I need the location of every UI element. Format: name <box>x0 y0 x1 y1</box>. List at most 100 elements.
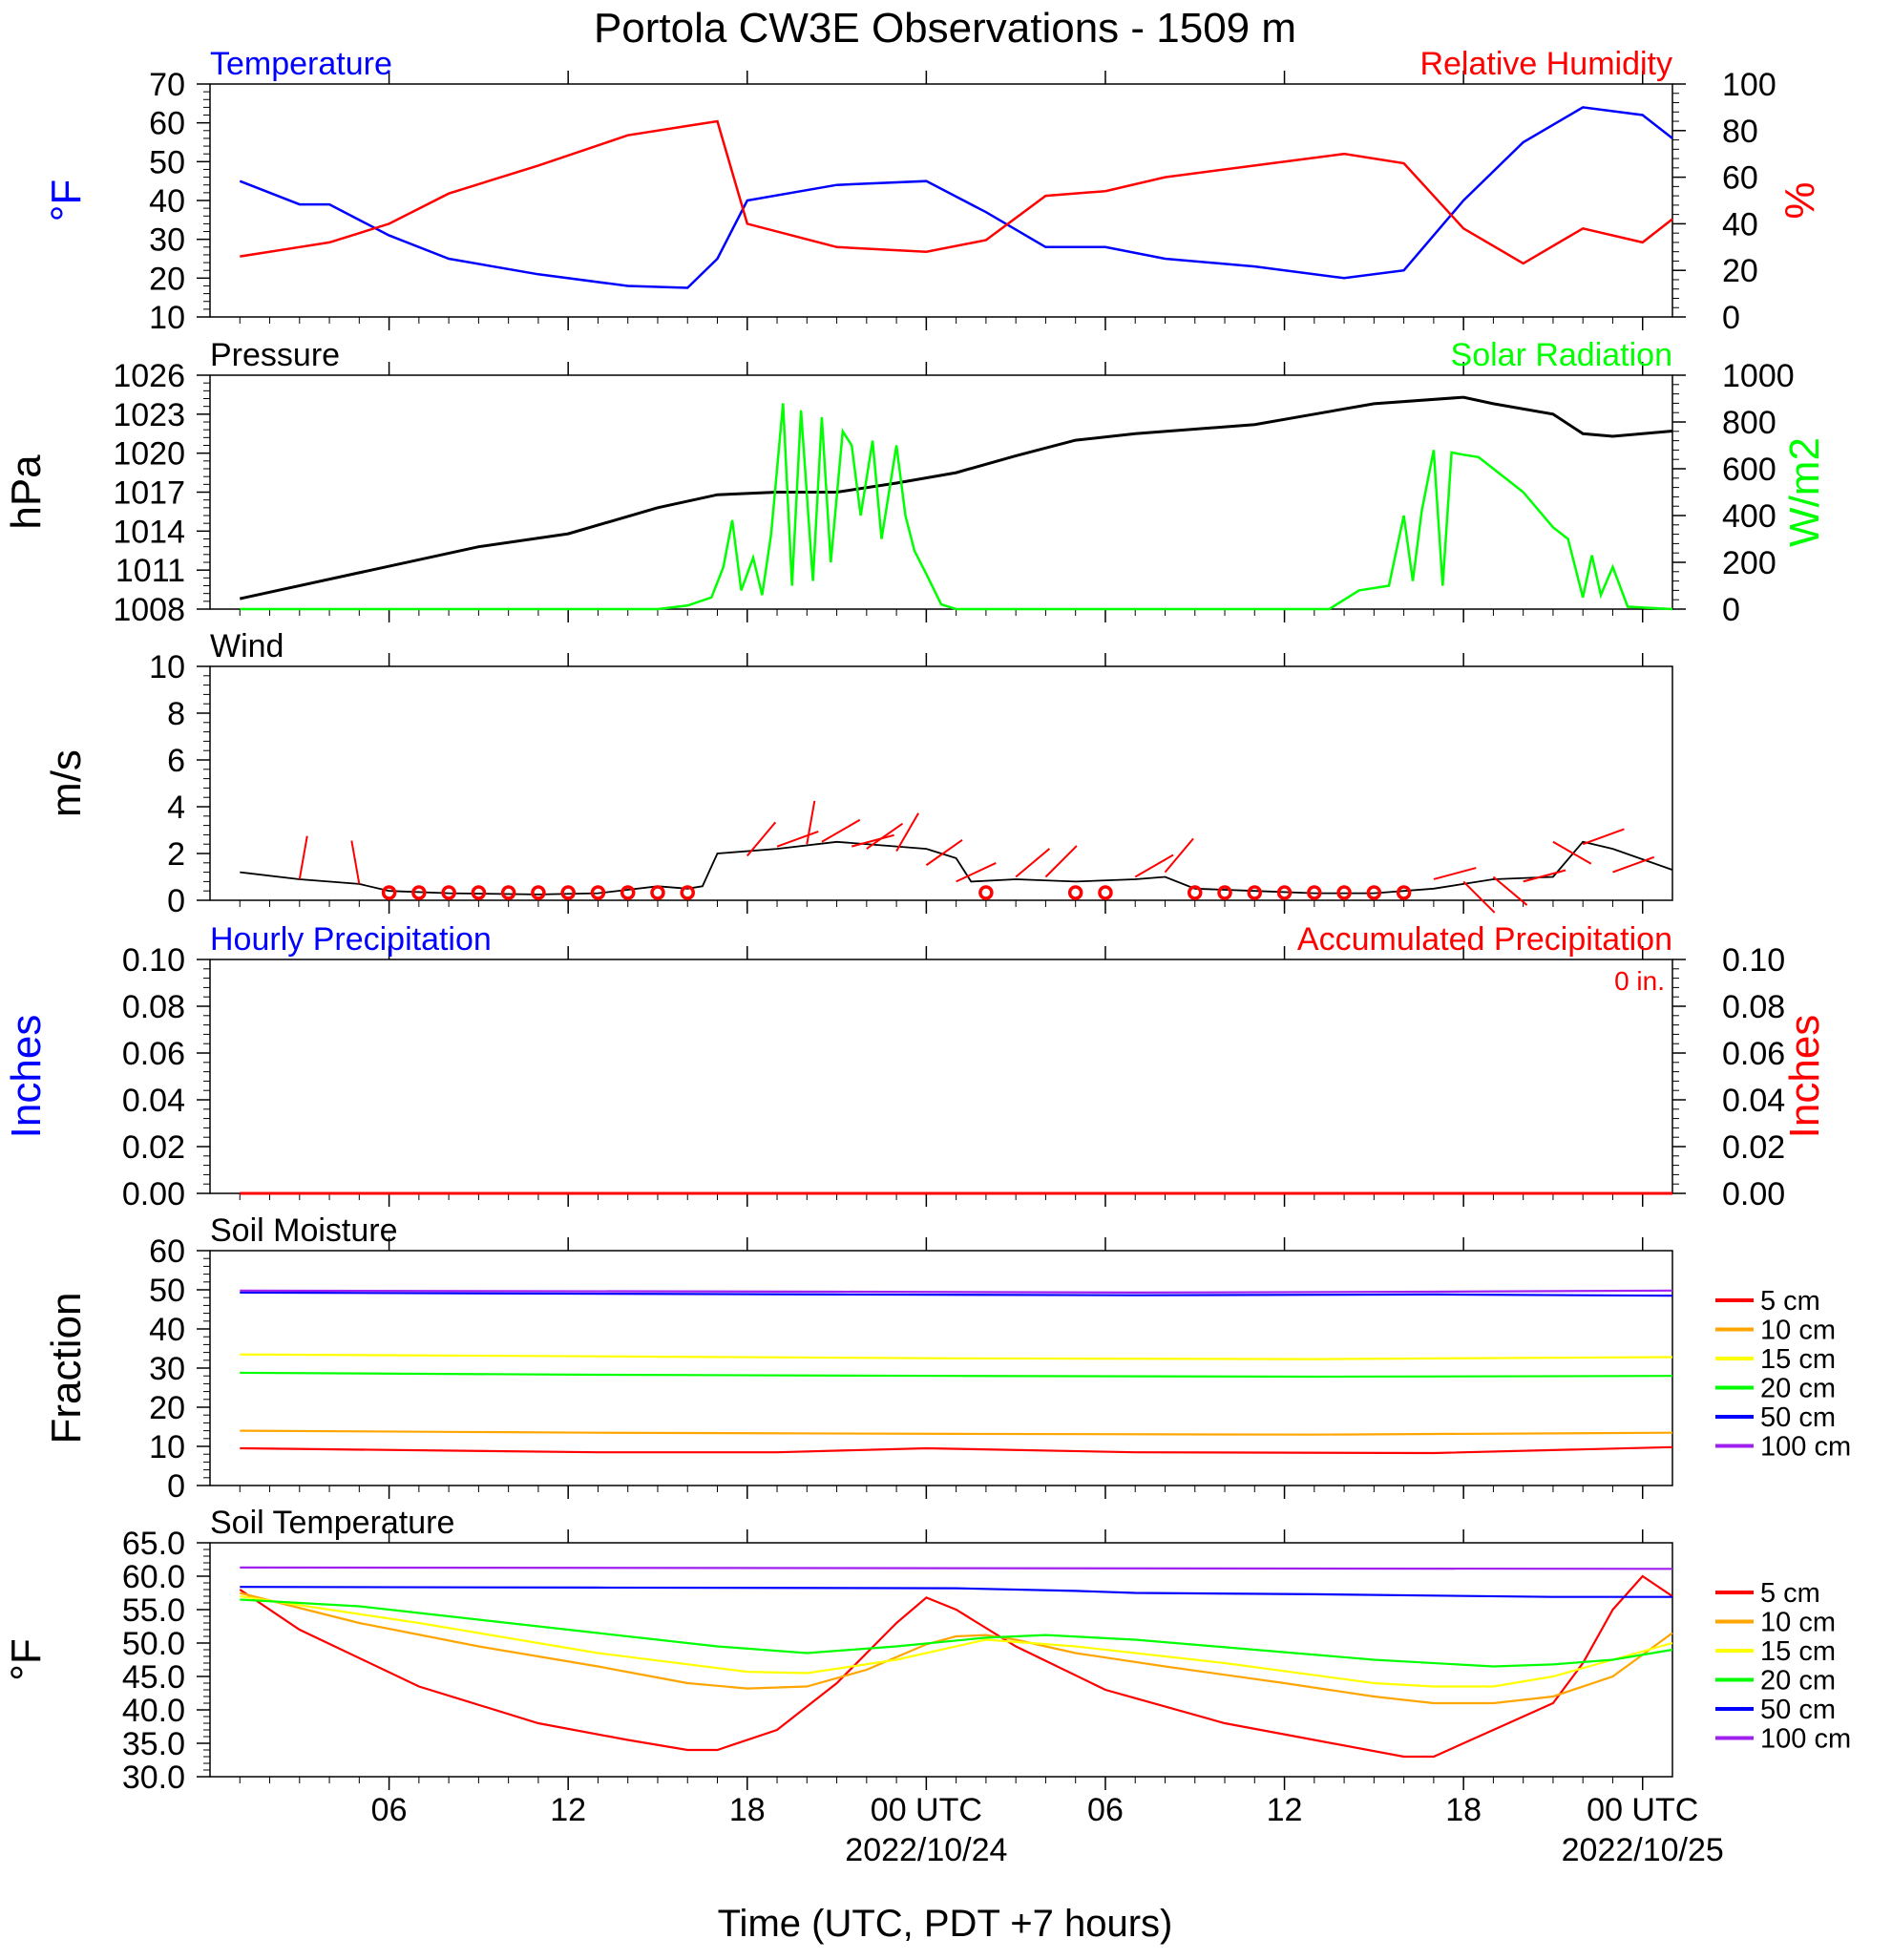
panel-3-frame <box>209 959 1673 1194</box>
wind-barb <box>956 862 997 883</box>
wind-barb <box>776 830 819 848</box>
soil-temperature-line-50cm <box>240 1586 1672 1598</box>
soil-moisture-legend-label-20cm: 20 cm <box>1760 1374 1836 1404</box>
y-tick-label-right-1-0: 0 <box>1722 592 1740 628</box>
series-line-wind <box>240 840 1673 896</box>
calm-wind-marker <box>1396 885 1412 900</box>
y-tick-label-left-0-5: 60 <box>149 106 185 142</box>
x-tick-label-0: 06 <box>371 1792 408 1828</box>
calm-wind-marker <box>650 885 665 900</box>
wind-axis-label: m/s <box>43 749 90 817</box>
calm-wind-marker <box>531 885 546 900</box>
calm-wind-marker <box>620 885 636 900</box>
accumulated-precipitation-axis-label: Inches <box>1781 1015 1828 1139</box>
soil-temperature-line-20cm <box>240 1598 1673 1668</box>
soil-moisture-line-15cm <box>240 1353 1673 1360</box>
y-tick-label-left-4-6: 60 <box>149 1233 185 1270</box>
soil-moisture-legend-label-10cm: 10 cm <box>1760 1316 1836 1346</box>
y-tick-label-left-5-2: 40.0 <box>122 1693 185 1729</box>
y-tick-label-right-0-3: 60 <box>1722 160 1758 197</box>
y-tick-label-right-3-0: 0.00 <box>1722 1176 1785 1212</box>
soil-moisture-line-5cm <box>240 1445 1673 1455</box>
wind-barb <box>1044 845 1078 878</box>
soil-moisture-legend-label-5cm: 5 cm <box>1760 1286 1820 1317</box>
pressure-axis-label: hPa <box>3 454 50 530</box>
y-tick-label-right-1-5: 1000 <box>1722 358 1795 394</box>
y-tick-label-left-5-6: 60.0 <box>122 1559 185 1595</box>
pressure-title: Pressure <box>210 337 340 373</box>
wind-barb <box>851 833 894 848</box>
y-tick-label-right-0-0: 0 <box>1722 300 1740 336</box>
y-tick-label-left-5-1: 35.0 <box>122 1726 185 1762</box>
wind-barb <box>1492 875 1528 906</box>
temperature-axis-label: °F <box>43 179 90 221</box>
calm-wind-marker <box>441 885 456 900</box>
y-tick-label-left-1-0: 1008 <box>113 592 185 628</box>
calm-wind-marker <box>1276 885 1293 900</box>
y-tick-label-right-1-1: 200 <box>1722 545 1776 581</box>
wind-barb <box>925 839 963 867</box>
y-tick-label-right-3-2: 0.04 <box>1722 1083 1785 1119</box>
y-tick-label-left-3-5: 0.10 <box>122 942 185 979</box>
soil-temperature-line-100cm <box>240 1566 1673 1570</box>
soil-moisture-line-10cm <box>240 1429 1673 1436</box>
y-tick-label-right-3-1: 0.02 <box>1722 1129 1785 1166</box>
y-tick-label-left-4-3: 30 <box>149 1351 185 1387</box>
y-tick-label-left-1-5: 1023 <box>113 397 185 433</box>
wind-barb <box>1612 855 1655 874</box>
calm-wind-marker <box>680 885 695 900</box>
y-tick-label-left-5-7: 65.0 <box>122 1526 185 1562</box>
soil-moisture-axis-label: Fraction <box>43 1293 90 1444</box>
panel-0-frame <box>209 83 1673 318</box>
series-line-pressure <box>239 395 1673 601</box>
wind-barb <box>1164 837 1194 874</box>
x-tick-label-1: 12 <box>550 1792 586 1828</box>
accumulated-precipitation-title: Accumulated Precipitation <box>1297 921 1672 958</box>
wind-barb <box>821 818 861 843</box>
y-tick-label-left-0-1: 20 <box>149 261 185 297</box>
soil-temperature-line-15cm <box>240 1594 1673 1688</box>
y-tick-label-left-4-0: 0 <box>167 1468 185 1505</box>
series-line-temperature <box>239 106 1673 289</box>
calm-wind-marker <box>1247 885 1263 900</box>
soil-temperature-line-10cm <box>240 1591 1673 1705</box>
y-tick-label-left-2-5: 10 <box>149 649 185 685</box>
y-tick-label-right-3-3: 0.06 <box>1722 1036 1785 1072</box>
y-tick-label-left-4-4: 40 <box>149 1312 185 1348</box>
y-tick-label-left-3-1: 0.02 <box>122 1129 185 1166</box>
soil-temperature-legend-label-15cm: 15 cm <box>1760 1636 1836 1667</box>
wind-barb <box>746 821 777 857</box>
y-tick-label-right-1-3: 600 <box>1722 452 1776 488</box>
calm-wind-marker <box>1098 885 1113 900</box>
y-tick-label-left-5-3: 45.0 <box>122 1659 185 1696</box>
wind-barb <box>1433 867 1477 880</box>
y-tick-label-left-0-4: 50 <box>149 144 185 180</box>
wind-barb <box>866 822 904 850</box>
hourly-precipitation-title: Hourly Precipitation <box>210 921 492 958</box>
calm-wind-marker <box>560 885 576 900</box>
soil-temperature-legend-label-50cm: 50 cm <box>1760 1695 1836 1725</box>
y-tick-label-left-0-6: 70 <box>149 67 185 103</box>
accumulated-precipitation-total: 0 in. <box>1614 966 1665 996</box>
y-tick-label-right-1-2: 400 <box>1722 498 1776 535</box>
soil-moisture-legend-label-50cm: 50 cm <box>1760 1402 1836 1433</box>
soil-temperature-legend-label-5cm: 5 cm <box>1760 1578 1820 1609</box>
y-tick-label-left-3-0: 0.00 <box>122 1176 185 1212</box>
x-tick-label-6: 18 <box>1445 1792 1482 1828</box>
y-tick-label-left-4-2: 20 <box>149 1390 185 1426</box>
y-tick-label-left-2-4: 8 <box>167 696 185 732</box>
x-date-label-7: 2022/10/25 <box>1562 1832 1724 1868</box>
y-tick-label-right-0-5: 100 <box>1722 67 1776 103</box>
y-tick-label-left-5-5: 55.0 <box>122 1592 185 1629</box>
solar-radiation-axis-label: W/m2 <box>1781 437 1828 547</box>
calm-wind-marker <box>1067 885 1083 900</box>
hourly-precipitation-axis-label: Inches <box>3 1015 50 1139</box>
soil-temperature-legend-label-100cm: 100 cm <box>1760 1724 1851 1755</box>
panel-5-frame <box>209 1542 1673 1778</box>
y-tick-label-left-1-2: 1014 <box>113 514 185 550</box>
x-tick-label-3: 00 UTC <box>871 1792 982 1828</box>
soil-temperature-legend-label-20cm: 20 cm <box>1760 1666 1836 1697</box>
temperature-title: Temperature <box>210 46 392 82</box>
panel-2-frame <box>209 665 1673 901</box>
